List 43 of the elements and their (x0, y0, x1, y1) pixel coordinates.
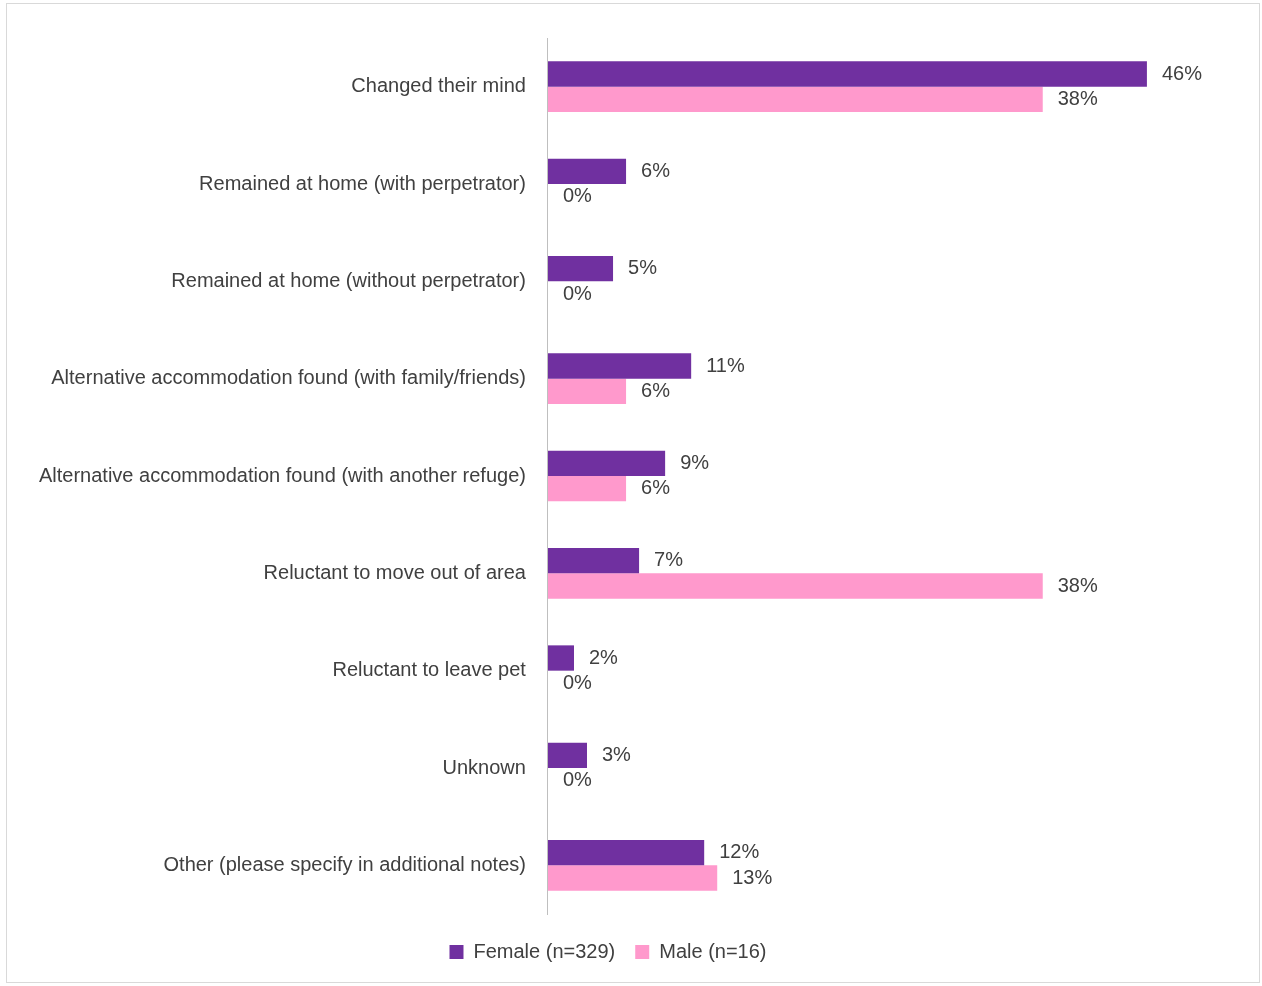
bar (547, 86, 1043, 112)
data-label: 9% (680, 450, 710, 473)
bar (547, 61, 1147, 87)
bar (547, 450, 666, 476)
data-label: 7% (654, 548, 684, 571)
bar (547, 840, 705, 866)
data-label: 2% (588, 645, 619, 668)
data-label: 0% (562, 670, 593, 693)
data-label: 6% (641, 158, 671, 181)
bar (547, 548, 640, 574)
data-label: 6% (641, 378, 671, 401)
bar (547, 476, 627, 502)
y-tick-label: Remained at home (without perpetrator) (171, 268, 526, 291)
y-tick-label: Alternative accommodation found (with family/friends) (51, 366, 526, 389)
data-label: 0% (562, 768, 593, 791)
y-tick-label: Changed their mind (351, 74, 526, 97)
data-label: 46% (1161, 61, 1203, 84)
bar (547, 378, 627, 404)
data-label: 11% (706, 353, 745, 376)
bar (547, 158, 627, 184)
bar (547, 573, 1043, 599)
y-tick-label: Remained at home (with perpetrator) (199, 171, 526, 194)
y-tick-label: Reluctant to leave pet (332, 658, 527, 681)
data-label: 6% (641, 476, 671, 499)
y-tick-label: Alternative accommodation found (with another refuge) (39, 463, 526, 486)
y-tick-label: Unknown (442, 755, 526, 778)
bar (547, 865, 718, 891)
bar (547, 645, 574, 671)
bar (547, 353, 692, 379)
data-label: 3% (602, 742, 632, 765)
data-label: 0% (562, 184, 593, 207)
data-label: 12% (719, 840, 760, 863)
y-tick-label: Other (please specify in additional notes) (163, 852, 526, 875)
data-label: 38% (1057, 573, 1098, 596)
bar (547, 742, 587, 768)
legend-label: Male (n=16) (659, 939, 767, 962)
data-label: 38% (1057, 86, 1098, 109)
data-label: 0% (562, 281, 593, 304)
bar (547, 256, 614, 282)
data-label: 13% (732, 865, 773, 888)
y-tick-label: Reluctant to move out of area (263, 560, 527, 583)
data-label: 5% (628, 256, 658, 279)
legend-label: Female (n=329) (473, 939, 616, 962)
